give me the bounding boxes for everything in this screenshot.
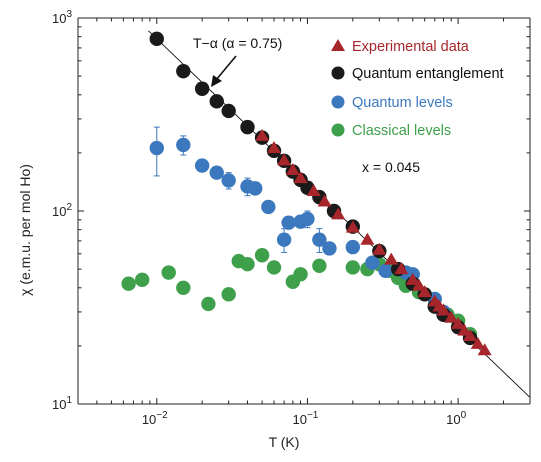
series-experimental-data xyxy=(255,128,492,356)
data-point-circle xyxy=(221,173,236,188)
data-point-circle xyxy=(312,258,327,274)
data-point-triangle xyxy=(436,303,451,316)
legend-marker-classical-levels xyxy=(331,123,345,137)
data-point-triangle xyxy=(285,163,300,176)
data-point-triangle xyxy=(477,343,492,356)
data-point-circle xyxy=(149,140,164,156)
legend-marker-experimental xyxy=(331,39,345,51)
y-tick-label-10-3: 103 xyxy=(52,9,72,26)
data-point-triangle xyxy=(331,207,346,220)
data-point-circle xyxy=(345,239,361,255)
data-point-circle xyxy=(149,31,164,47)
data-point-circle xyxy=(209,165,224,180)
data-point-circle xyxy=(194,158,210,173)
legend: Experimental data Quantum entanglement Q… xyxy=(331,39,504,139)
data-point-circle xyxy=(240,257,255,272)
data-point-circle xyxy=(300,211,315,227)
data-point-triangle xyxy=(417,285,432,298)
data-point-circle xyxy=(261,199,276,215)
data-point-circle xyxy=(201,296,216,312)
data-point-circle xyxy=(176,64,191,79)
data-point-circle xyxy=(378,263,393,278)
y-axis-label: χ (e.m.u. per mol Ho) xyxy=(17,164,33,296)
data-point-triangle xyxy=(451,316,466,329)
data-point-circle xyxy=(322,241,337,256)
x-tick-label-10-0: 100 xyxy=(446,410,466,427)
data-point-triangle xyxy=(463,329,478,342)
data-point-circle xyxy=(276,232,292,247)
data-point-triangle xyxy=(360,232,375,245)
data-point-triangle xyxy=(255,128,270,141)
data-point-circle xyxy=(345,260,361,275)
data-point-triangle xyxy=(470,336,485,349)
data-point-triangle xyxy=(457,323,472,336)
data-point-circle xyxy=(254,248,270,263)
x-tick-label-10-minus2: 10−2 xyxy=(142,410,168,427)
data-point-triangle xyxy=(384,252,399,265)
data-point-triangle xyxy=(293,171,308,184)
data-point-triangle xyxy=(277,153,292,166)
y-tick-label-10-2: 102 xyxy=(52,202,72,219)
x-value-annotation: x = 0.045 xyxy=(362,159,420,175)
data-point-triangle xyxy=(267,141,282,154)
data-point-circle xyxy=(365,255,380,270)
data-point-triangle xyxy=(372,242,387,255)
series-layer xyxy=(121,31,492,356)
data-point-circle xyxy=(221,287,236,302)
data-point-triangle xyxy=(345,220,360,233)
y-tick-label-10-1: 101 xyxy=(52,395,72,412)
data-point-circle xyxy=(221,103,236,119)
data-point-circle xyxy=(281,215,296,230)
data-point-triangle xyxy=(411,278,426,291)
data-point-circle xyxy=(176,280,191,296)
annotation-arrow xyxy=(211,55,237,87)
x-tick-label-10-minus1: 10−1 xyxy=(293,410,319,427)
legend-label-quantum-levels: Quantum levels xyxy=(352,95,453,111)
legend-marker-quantum-levels xyxy=(331,95,345,109)
data-point-circle xyxy=(194,81,210,96)
legend-label-experimental: Experimental data xyxy=(352,39,470,55)
data-point-circle xyxy=(134,272,150,288)
data-point-circle xyxy=(293,267,308,282)
data-point-circle xyxy=(266,260,282,275)
data-point-triangle xyxy=(394,262,409,275)
data-point-circle xyxy=(240,119,255,135)
data-point-circle xyxy=(247,181,263,196)
data-point-triangle xyxy=(444,310,459,323)
power-law-annotation: T−α (α = 0.75) xyxy=(193,35,282,51)
data-point-triangle xyxy=(317,194,332,207)
data-point-circle xyxy=(176,137,191,153)
data-point-triangle xyxy=(306,183,321,196)
tick-layer xyxy=(77,17,531,405)
data-point-triangle xyxy=(405,272,420,285)
x-axis-label: T (K) xyxy=(269,434,300,450)
legend-marker-entanglement xyxy=(331,66,345,80)
data-point-circle xyxy=(121,276,136,291)
data-point-circle xyxy=(312,232,327,247)
data-point-circle xyxy=(209,94,224,109)
legend-label-entanglement: Quantum entanglement xyxy=(352,66,504,82)
legend-label-classical-levels: Classical levels xyxy=(352,123,451,139)
data-point-circle xyxy=(161,265,176,280)
